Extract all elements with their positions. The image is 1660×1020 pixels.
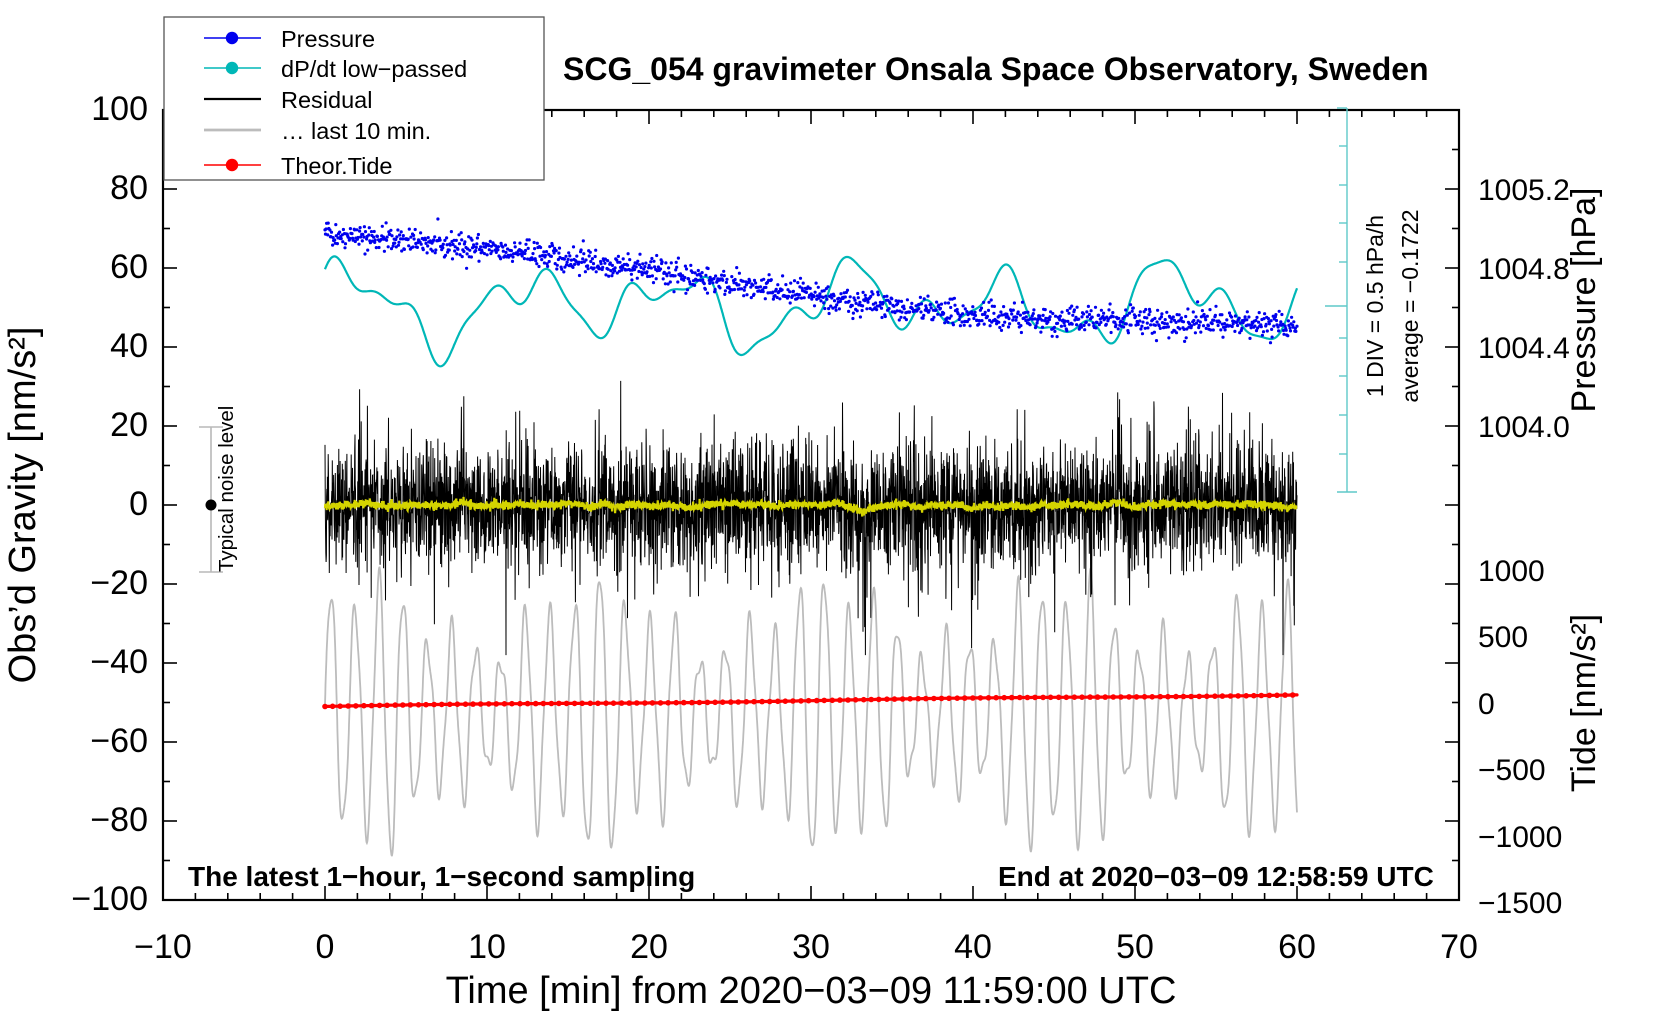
svg-text:70: 70 [1440, 928, 1478, 966]
svg-text:60: 60 [1278, 928, 1316, 966]
svg-text:1004.0: 1004.0 [1478, 411, 1570, 444]
svg-text:100: 100 [91, 90, 148, 128]
svg-text:80: 80 [110, 169, 148, 207]
svg-text:Pressure: Pressure [281, 26, 375, 52]
svg-text:Theor.Tide: Theor.Tide [281, 153, 392, 179]
svg-text:−1000: −1000 [1478, 821, 1562, 854]
svg-text:… last 10 min.: … last 10 min. [281, 118, 431, 144]
svg-text:30: 30 [792, 928, 830, 966]
svg-text:1004.8: 1004.8 [1478, 253, 1570, 286]
svg-text:20: 20 [630, 928, 668, 966]
svg-text:End at 2020−03−09 12:58:59 UTC: End at 2020−03−09 12:58:59 UTC [998, 861, 1434, 892]
svg-text:1000: 1000 [1478, 555, 1545, 588]
svg-text:−80: −80 [90, 801, 148, 839]
svg-text:The latest 1−hour, 1−second sa: The latest 1−hour, 1−second sampling [188, 861, 695, 892]
svg-text:10: 10 [468, 928, 506, 966]
svg-text:−500: −500 [1478, 754, 1546, 787]
svg-text:Tide [nm/s²]: Tide [nm/s²] [1565, 614, 1603, 792]
svg-text:Typical noise level: Typical noise level [215, 406, 238, 572]
svg-text:−60: −60 [90, 722, 148, 760]
svg-text:Residual: Residual [281, 87, 372, 113]
svg-text:−20: −20 [90, 564, 148, 602]
svg-text:Obs’d Gravity [nm/s²]: Obs’d Gravity [nm/s²] [2, 327, 44, 684]
svg-text:0: 0 [1478, 688, 1495, 721]
svg-text:SCG_054 gravimeter Onsala Spac: SCG_054 gravimeter Onsala Space Observat… [563, 51, 1429, 87]
svg-text:−1500: −1500 [1478, 887, 1562, 920]
svg-text:dP/dt low−passed: dP/dt low−passed [281, 56, 467, 82]
svg-text:1004.4: 1004.4 [1478, 332, 1570, 365]
svg-text:1 DIV = 0.5 hPa/h: 1 DIV = 0.5 hPa/h [1362, 215, 1388, 397]
svg-text:20: 20 [110, 406, 148, 444]
svg-text:60: 60 [110, 248, 148, 286]
svg-text:Pressure [hPa]: Pressure [hPa] [1565, 188, 1603, 413]
svg-text:average = −0.1722: average = −0.1722 [1397, 209, 1423, 402]
svg-text:50: 50 [1116, 928, 1154, 966]
svg-text:−40: −40 [90, 643, 148, 681]
svg-text:40: 40 [110, 327, 148, 365]
svg-text:1005.2: 1005.2 [1478, 174, 1570, 207]
svg-text:Time [min] from 2020−03−09 11:: Time [min] from 2020−03−09 11:59:00 UTC [446, 970, 1177, 1012]
svg-text:−100: −100 [71, 880, 148, 918]
svg-text:−10: −10 [134, 928, 192, 966]
svg-text:40: 40 [954, 928, 992, 966]
svg-text:0: 0 [129, 485, 148, 523]
svg-text:500: 500 [1478, 621, 1528, 654]
svg-text:0: 0 [316, 928, 335, 966]
